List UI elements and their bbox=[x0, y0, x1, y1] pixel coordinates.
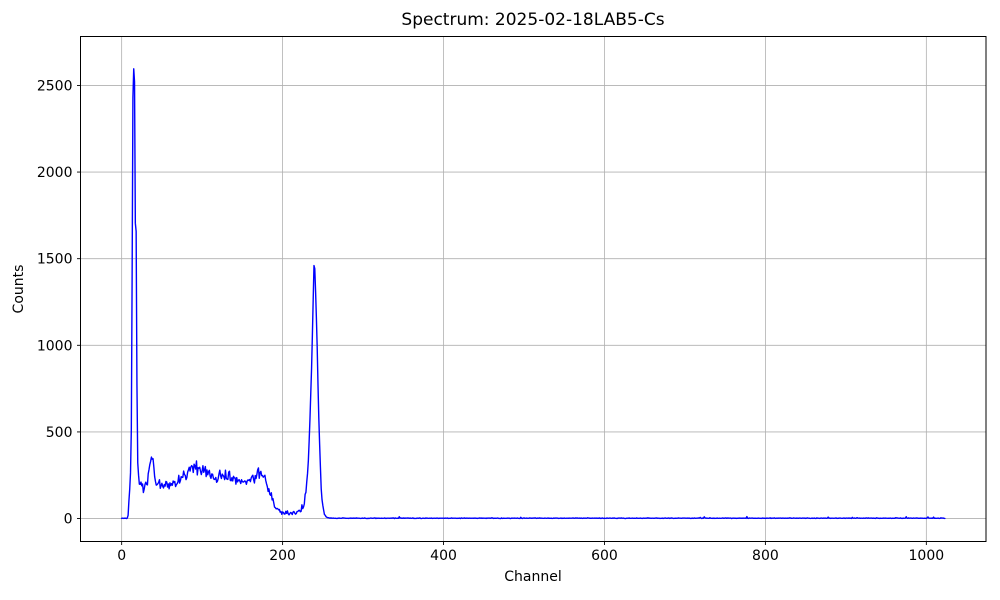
data-layer bbox=[120, 68, 946, 520]
y-tick-label: 2000 bbox=[37, 165, 73, 181]
x-tick-label: 400 bbox=[430, 548, 457, 564]
tick-label-layer: 0 200 400 600 800 1000 0 500 1000 1500 2000 2500 bbox=[37, 78, 944, 564]
spectrum-line bbox=[120, 68, 946, 520]
x-tick-label: 600 bbox=[591, 548, 618, 564]
x-tick-label: 200 bbox=[269, 548, 296, 564]
x-tick-label: 0 bbox=[117, 548, 126, 564]
tick-layer bbox=[77, 84, 927, 545]
y-tick-label: 0 bbox=[64, 512, 73, 528]
y-tick-label: 2500 bbox=[37, 78, 73, 94]
y-tick-label: 1500 bbox=[37, 252, 73, 268]
x-axis-label: Channel bbox=[504, 569, 561, 585]
grid-layer bbox=[80, 36, 986, 542]
y-tick-label: 1000 bbox=[37, 338, 73, 354]
y-tick-label: 500 bbox=[46, 425, 73, 441]
x-tick-label: 800 bbox=[752, 548, 779, 564]
chart-title: Spectrum: 2025-02-18LAB5-Cs bbox=[401, 10, 664, 30]
x-tick-label: 1000 bbox=[909, 548, 945, 564]
axes-frame bbox=[80, 36, 987, 542]
y-axis-label: Counts bbox=[11, 265, 27, 314]
